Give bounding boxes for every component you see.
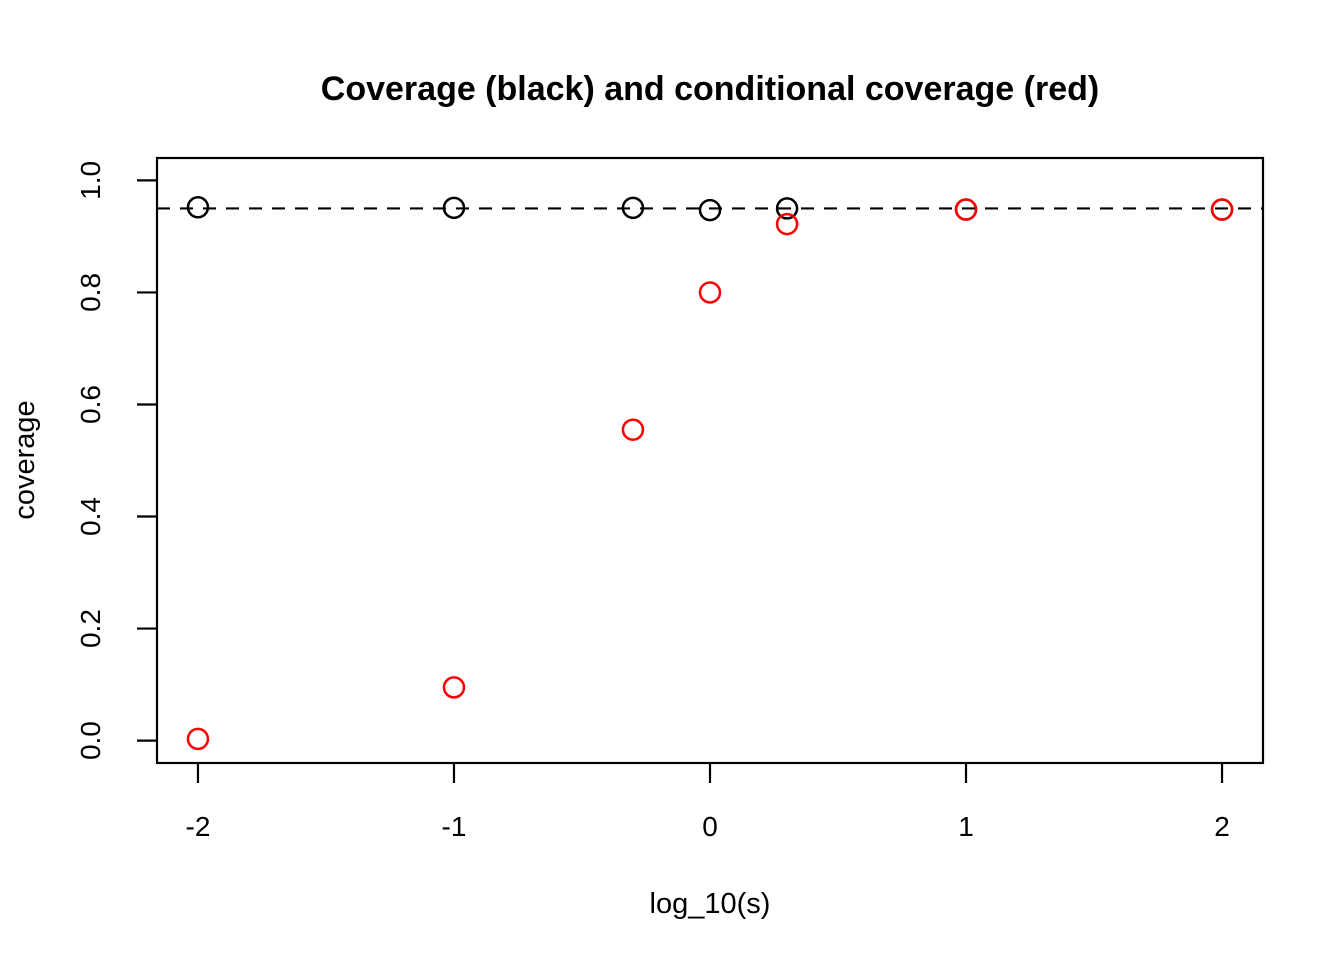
data-point-red bbox=[954, 198, 978, 221]
plot-title: Coverage (black) and conditional coverag… bbox=[321, 70, 1099, 108]
x-tick-label: 2 bbox=[1214, 811, 1230, 842]
y-tick-label: 1.0 bbox=[75, 161, 106, 200]
x-tick-label: -1 bbox=[442, 811, 467, 842]
y-axis-label: coverage bbox=[9, 400, 41, 519]
x-axis-label: log_10(s) bbox=[650, 888, 771, 920]
data-point-red bbox=[621, 418, 645, 441]
data-point-red bbox=[698, 281, 722, 304]
axes: -2 -1 0 1 2 0.0 0.2 0.4 0.6 0.8 1.0 bbox=[75, 161, 1230, 842]
data-points bbox=[186, 196, 1234, 751]
data-point-black bbox=[442, 196, 466, 220]
data-point-black bbox=[698, 198, 722, 222]
y-tick-label: 0.0 bbox=[75, 721, 106, 760]
x-tick-label: 0 bbox=[702, 811, 718, 842]
data-point-black bbox=[775, 197, 799, 220]
y-tick-label: 0.8 bbox=[75, 273, 106, 312]
y-tick-label: 0.6 bbox=[75, 385, 106, 424]
data-point-black bbox=[186, 196, 210, 219]
x-tick-label: 1 bbox=[958, 811, 974, 842]
data-point-red bbox=[442, 676, 466, 699]
data-point-black bbox=[621, 196, 645, 220]
data-point-red bbox=[1210, 198, 1234, 221]
series-conditional-coverage bbox=[186, 198, 1234, 751]
plot-box bbox=[155, 156, 1265, 765]
x-tick-label: -2 bbox=[186, 811, 211, 842]
data-point-red bbox=[186, 727, 210, 751]
y-tick-label: 0.4 bbox=[75, 497, 106, 536]
y-tick-label: 0.2 bbox=[75, 609, 106, 648]
data-point-red bbox=[775, 212, 799, 236]
